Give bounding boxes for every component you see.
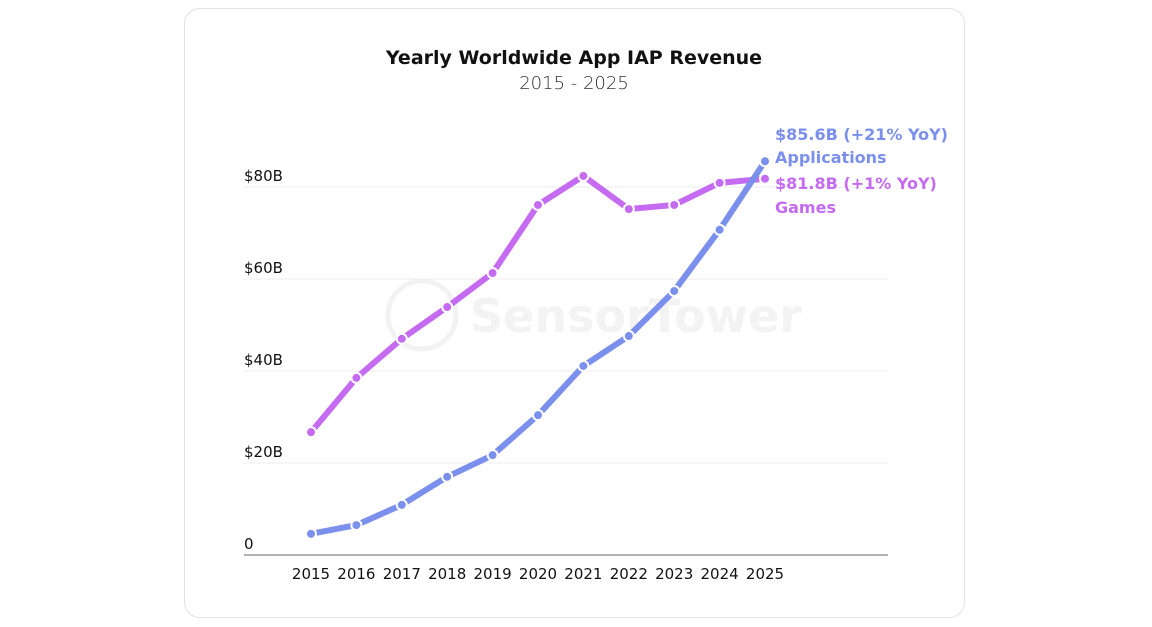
series-line	[308, 158, 768, 537]
data-point[interactable]	[350, 519, 363, 532]
data-point[interactable]	[486, 267, 499, 280]
y-tick-label: $60B	[244, 259, 283, 277]
y-tick-label: $80B	[244, 167, 283, 185]
data-point[interactable]	[577, 169, 590, 182]
end-value-label: $81.8B (+1% YoY)	[775, 174, 937, 193]
series-games	[305, 169, 771, 439]
x-tick-label: 2021	[564, 565, 602, 583]
end-value-label: $85.6B (+21% YoY)	[775, 125, 948, 144]
x-tick-label: 2018	[428, 565, 466, 583]
x-tick-label: 2019	[474, 565, 512, 583]
x-tick-label: 2015	[292, 565, 330, 583]
x-tick-label: 2023	[655, 565, 693, 583]
data-point[interactable]	[713, 176, 726, 189]
data-point[interactable]	[395, 332, 408, 345]
data-point[interactable]	[577, 359, 590, 372]
data-point[interactable]	[622, 330, 635, 343]
y-tick-label: $40B	[244, 351, 283, 369]
data-point[interactable]	[532, 198, 544, 211]
x-tick-label: 2022	[610, 565, 648, 583]
chart-title: Yearly Worldwide App IAP Revenue	[385, 47, 762, 69]
data-point[interactable]	[668, 198, 681, 211]
data-point[interactable]	[486, 449, 499, 462]
data-point[interactable]	[395, 498, 408, 511]
watermark-text: SensorTower	[470, 289, 802, 343]
end-series-label: Applications	[775, 148, 887, 167]
x-tick-label: 2024	[701, 565, 739, 583]
y-tick-label: 0	[244, 535, 254, 553]
data-point[interactable]	[759, 155, 771, 168]
x-tick-label: 2016	[337, 565, 375, 583]
series-applications	[305, 155, 771, 540]
data-point[interactable]	[305, 426, 317, 439]
x-tick-label: 2017	[383, 565, 421, 583]
watermark: SensorTower	[385, 278, 802, 352]
data-point[interactable]	[441, 470, 454, 483]
x-tick-label: 2020	[519, 565, 557, 583]
chart-card	[184, 8, 965, 618]
data-point[interactable]	[759, 172, 771, 185]
data-point[interactable]	[713, 223, 726, 236]
data-point[interactable]	[441, 301, 454, 314]
data-point[interactable]	[532, 409, 544, 422]
y-tick-label: $20B	[244, 443, 283, 461]
data-point[interactable]	[350, 371, 363, 384]
x-tick-label: 2025	[746, 565, 784, 583]
data-point[interactable]	[305, 527, 317, 540]
data-point[interactable]	[622, 203, 635, 216]
end-series-label: Games	[775, 198, 836, 217]
data-point[interactable]	[668, 284, 681, 297]
sensortower-logo-icon	[385, 278, 459, 352]
chart-subtitle: 2015 - 2025	[519, 73, 629, 94]
